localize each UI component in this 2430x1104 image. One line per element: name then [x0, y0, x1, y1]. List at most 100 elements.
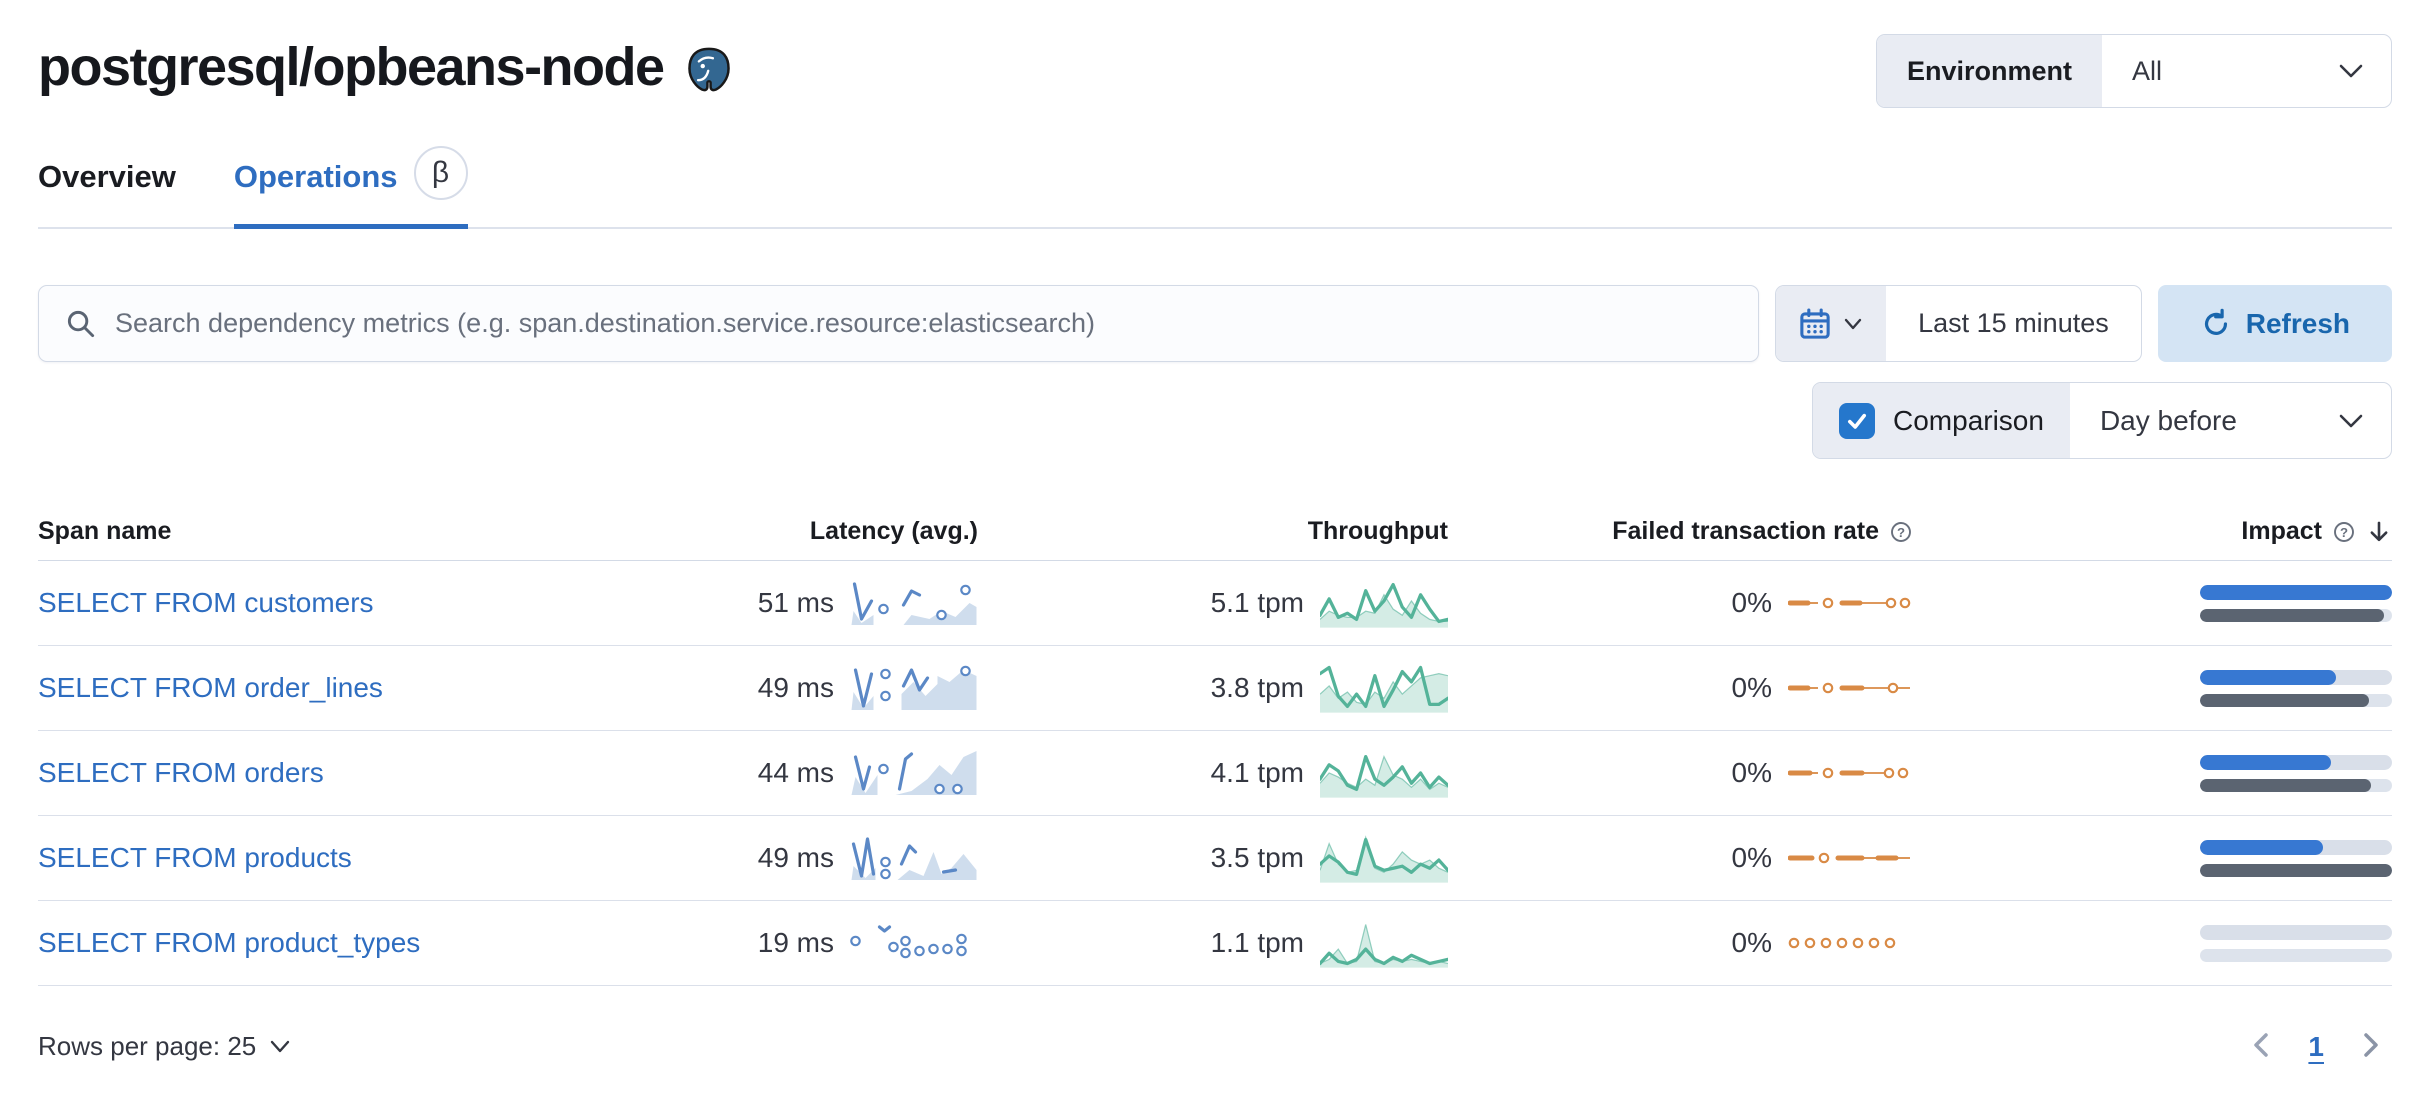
column-impact-label: Impact: [2241, 517, 2322, 545]
comparison-select[interactable]: Day before: [2070, 383, 2391, 458]
throughput-value: 5.1 tpm: [1210, 587, 1304, 618]
column-latency: Latency (avg.): [538, 517, 978, 546]
latency-sparkline: [851, 751, 977, 795]
failed-rate-sparkline: [1788, 852, 1910, 864]
failed-rate-value: 0%: [1731, 842, 1772, 873]
throughput-value: 1.1 tpm: [1210, 927, 1304, 958]
comparison-checkbox[interactable]: [1839, 402, 1875, 439]
latency-value: 49 ms: [757, 842, 834, 873]
impact-bar-previous: [2200, 693, 2369, 707]
impact-bar-previous: [2200, 608, 2385, 622]
table-row: SELECT FROM order_lines 49 ms 3.8 tpm 0%: [38, 646, 2392, 731]
time-range-button[interactable]: Last 15 minutes: [1918, 308, 2109, 338]
column-throughput: Throughput: [978, 517, 1448, 546]
search-icon: [67, 310, 95, 337]
environment-select[interactable]: Environment All: [1876, 34, 2392, 108]
date-picker: Last 15 minutes: [1775, 285, 2142, 362]
throughput-sparkline: [1320, 665, 1448, 713]
help-icon[interactable]: ?: [2332, 520, 2356, 544]
impact-bar-previous-track: [2200, 778, 2392, 792]
tab-bar: Overview Operations β: [38, 146, 2392, 229]
tab-overview-label: Overview: [38, 159, 176, 194]
next-page-button[interactable]: [2354, 1026, 2388, 1067]
throughput-sparkline: [1320, 924, 1448, 968]
chevron-down-icon: [2339, 414, 2363, 427]
tab-operations[interactable]: Operations β: [233, 146, 468, 229]
column-throughput-label: Throughput: [1307, 517, 1448, 545]
search-box: [38, 285, 1760, 362]
failed-rate-value: 0%: [1731, 672, 1772, 703]
impact-bar-previous: [2200, 778, 2371, 792]
span-name-link[interactable]: SELECT FROM order_lines: [38, 672, 383, 703]
refresh-label: Refresh: [2245, 307, 2350, 339]
page-header: postgresql/opbeans-node Environment All: [38, 34, 2392, 108]
tab-overview[interactable]: Overview: [38, 154, 176, 229]
column-impact-sortable[interactable]: Impact ?: [1913, 517, 2392, 546]
rows-per-page-label: Rows per page: 25: [38, 1031, 257, 1061]
refresh-button[interactable]: Refresh: [2157, 285, 2392, 362]
table-footer: Rows per page: 25 1: [38, 1026, 2392, 1067]
chevron-down-icon: [271, 1040, 290, 1052]
beta-badge: β: [413, 146, 468, 200]
check-icon: [1848, 413, 1866, 429]
help-icon[interactable]: ?: [1889, 520, 1913, 544]
span-name-link[interactable]: SELECT FROM product_types: [38, 927, 421, 958]
dependency-operations-page: postgresql/opbeans-node Environment All …: [38, 34, 2392, 1067]
column-failed-rate: Failed transaction rate ?: [1448, 517, 1913, 546]
comparison-control: Comparison Day before: [1812, 382, 2392, 459]
chevron-down-icon: [1844, 318, 1862, 329]
throughput-value: 4.1 tpm: [1210, 757, 1304, 788]
impact-bars: [2200, 924, 2392, 962]
impact-bar-current: [2200, 754, 2331, 770]
impact-bar-current-track: [2200, 924, 2392, 940]
calendar-icon: [1800, 308, 1830, 339]
failed-rate-value: 0%: [1731, 757, 1772, 788]
latency-value: 51 ms: [757, 587, 834, 618]
impact-bar-current-track: [2200, 584, 2392, 600]
throughput-sparkline: [1320, 582, 1448, 628]
operations-table-body: SELECT FROM customers 51 ms 5.1 tpm 0% SELEC…: [38, 561, 2392, 986]
environment-label: Environment: [1877, 35, 2103, 107]
span-name-link[interactable]: SELECT FROM products: [38, 842, 352, 873]
impact-bars: [2200, 669, 2392, 707]
failed-rate-sparkline: [1788, 597, 1911, 609]
span-name-link[interactable]: SELECT FROM customers: [38, 587, 374, 618]
page-number-1[interactable]: 1: [2308, 1030, 2324, 1062]
sort-desc-icon: [2370, 521, 2388, 541]
impact-bar-current: [2200, 839, 2323, 855]
latency-sparkline: [851, 582, 977, 625]
comparison-checkbox-label[interactable]: Comparison: [1813, 383, 2070, 458]
failed-rate-value: 0%: [1731, 927, 1772, 958]
latency-value: 19 ms: [757, 927, 834, 958]
tab-operations-label: Operations: [233, 159, 398, 194]
chevron-down-icon: [2339, 64, 2363, 78]
chevron-left-icon: [2254, 1033, 2269, 1057]
impact-bar-current-track: [2200, 839, 2392, 855]
span-name-link[interactable]: SELECT FROM orders: [38, 757, 324, 788]
page-title: postgresql/opbeans-node: [38, 37, 665, 97]
previous-page-button[interactable]: [2244, 1026, 2278, 1067]
impact-bar-current: [2200, 669, 2337, 685]
svg-text:?: ?: [1897, 524, 1905, 539]
impact-bars: [2200, 754, 2392, 792]
impact-bar-previous: [2200, 863, 2392, 877]
latency-sparkline: [851, 837, 977, 880]
impact-bar-current-track: [2200, 754, 2392, 770]
search-input[interactable]: [115, 308, 1733, 339]
impact-bars: [2200, 584, 2392, 622]
impact-bar-previous-track: [2200, 948, 2392, 962]
svg-text:?: ?: [2340, 524, 2348, 539]
table-row: SELECT FROM product_types 19 ms 1.1 tpm 0%: [38, 901, 2392, 986]
latency-sparkline: [850, 925, 967, 959]
latency-value: 49 ms: [757, 672, 834, 703]
comparison-value: Day before: [2099, 404, 2237, 436]
latency-sparkline: [851, 665, 977, 710]
rows-per-page-button[interactable]: Rows per page: 25: [38, 1031, 292, 1062]
impact-bar-current: [2200, 584, 2392, 600]
toolbar: Last 15 minutes Refresh: [38, 285, 2392, 362]
latency-value: 44 ms: [757, 757, 834, 788]
calendar-button[interactable]: [1776, 286, 1887, 361]
impact-bar-previous-track: [2200, 863, 2392, 877]
chevron-right-icon: [2364, 1033, 2378, 1057]
environment-value: All: [2132, 55, 2163, 86]
